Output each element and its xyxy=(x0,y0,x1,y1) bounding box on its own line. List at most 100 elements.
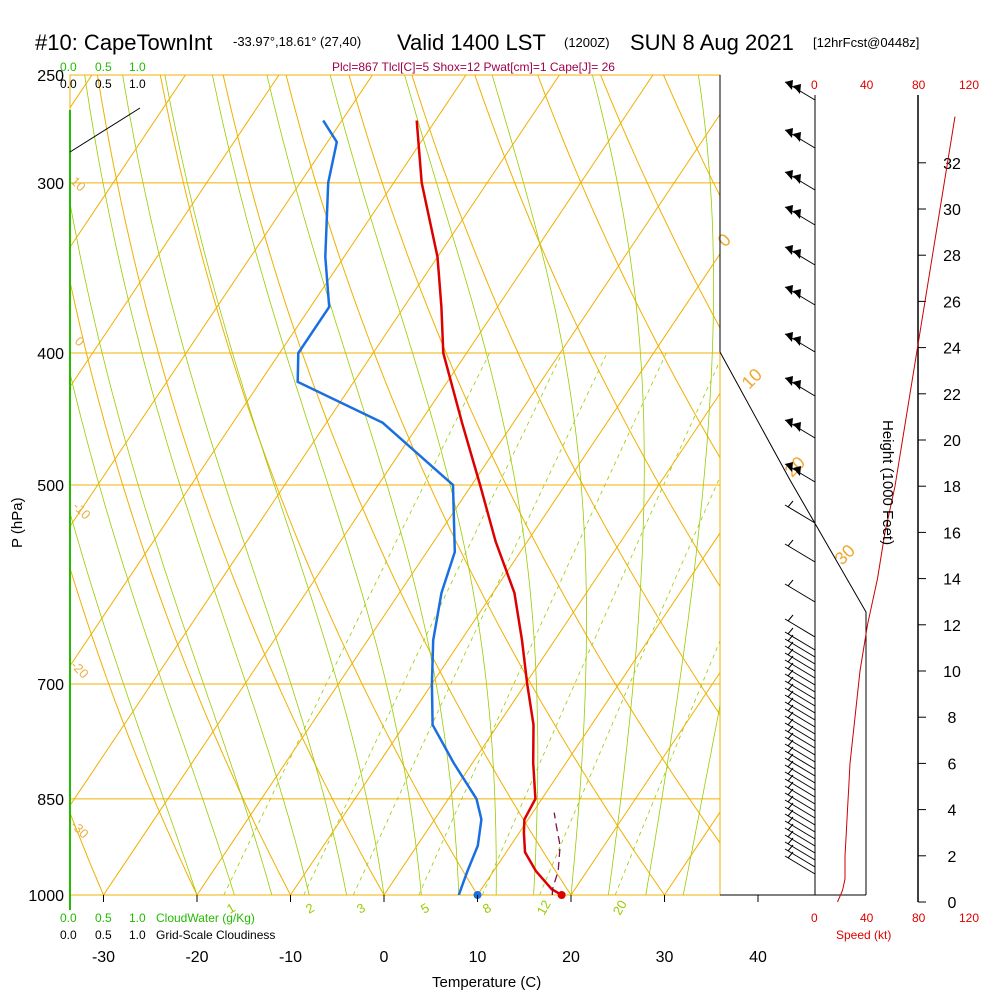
mixing-ratio-line xyxy=(614,639,720,895)
height-tick-label: 10 xyxy=(943,664,961,681)
cloudwater-label: CloudWater (g/Kg) xyxy=(156,911,255,925)
height-tick-label: 22 xyxy=(943,387,961,404)
mix-label-8: 8 xyxy=(480,900,494,917)
dry-adiabat-line xyxy=(70,811,105,895)
wind-barb-flag xyxy=(793,466,801,476)
wind-barb-staff xyxy=(784,701,816,721)
wind-barb-staff xyxy=(784,813,816,833)
zulu-time: (1200Z) xyxy=(564,35,610,50)
wind-barb-flag xyxy=(785,170,793,180)
temperature-tick-label: 20 xyxy=(562,949,580,966)
wind-barb-flag xyxy=(785,80,793,90)
isotherm-label-30: 30 xyxy=(831,541,859,569)
cloudwater-tick-top-0: 0.0 xyxy=(60,60,77,74)
wind-barb-staff xyxy=(784,708,816,728)
isotherms xyxy=(70,0,1000,924)
temperature-tick-label: -30 xyxy=(92,949,115,966)
height-tick-label: 28 xyxy=(943,248,961,265)
wind-barb-flag xyxy=(793,422,801,432)
wind-barb-staff xyxy=(784,778,816,798)
mix-label-3: 3 xyxy=(354,900,368,917)
height-tick-label: 8 xyxy=(948,710,957,727)
speed-axis-label: Speed (kt) xyxy=(836,928,891,942)
height-tick-label: 12 xyxy=(943,618,961,635)
isotherm-line xyxy=(70,75,561,807)
cloudwater-tick-bottom-0: 0.0 xyxy=(60,911,77,925)
speed-tick-top-0: 0 xyxy=(811,78,818,92)
speed-tick-top-80: 80 xyxy=(912,78,926,92)
isotherm-line xyxy=(739,0,1000,924)
valid-time: Valid 1400 LST xyxy=(397,30,546,55)
speed-tick-bottom-80: 80 xyxy=(912,911,926,925)
isotherm-line xyxy=(70,75,467,667)
y-axis-label: P (hPa) xyxy=(9,497,26,548)
mixing-ratio-line xyxy=(303,352,563,895)
height-tick-label: 18 xyxy=(943,479,961,496)
dry-label-10: 10 xyxy=(68,174,89,195)
wind-barb-staff xyxy=(784,855,816,875)
moist-adiabat-line xyxy=(404,75,539,895)
wind-barb-flag xyxy=(785,285,793,295)
dry-adiabat-line xyxy=(411,75,720,716)
wind-barb-staff xyxy=(784,729,816,749)
moist-adiabat-line xyxy=(122,75,347,895)
wind-barb-staff xyxy=(784,694,816,714)
dry-adiabat-line xyxy=(537,75,720,459)
isotherm-label-20: 20 xyxy=(781,453,809,481)
pressure-tick-label: 250 xyxy=(37,68,64,85)
wind-barb-flag xyxy=(785,245,793,255)
dry-adiabat-line xyxy=(96,75,385,895)
wind-barb-staff xyxy=(784,771,816,791)
dry-adiabats xyxy=(70,75,720,895)
moist-adiabat-line xyxy=(645,75,714,895)
wind-barb-staff xyxy=(784,680,816,700)
mixing-ratio-line xyxy=(418,352,667,895)
height-tick-label: 6 xyxy=(948,756,957,773)
dry-adiabat-line xyxy=(70,279,292,895)
pressure-tick-label: 500 xyxy=(37,478,64,495)
cloudwater-tick-top-2: 1.0 xyxy=(129,60,146,74)
isotherm-label-10: 10 xyxy=(738,365,766,393)
moist-adiabat-line xyxy=(70,511,198,895)
wind-barb-staff xyxy=(784,834,816,854)
wind-barb-flag xyxy=(785,205,793,215)
wind-barb-staff xyxy=(784,504,816,524)
station-coords: -33.97°,18.61° (27,40) xyxy=(233,34,361,49)
moist-adiabat-line xyxy=(70,371,235,895)
station-title: #10: CapeTownInt xyxy=(35,30,212,55)
forecast-info: [12hrFcst@0448z] xyxy=(813,35,919,50)
temperature-ticks: -30 -20 -10 0 10 20 30 40 xyxy=(92,895,767,966)
height-tick-label: 24 xyxy=(943,341,961,358)
speed-tick-bottom-40: 40 xyxy=(860,911,874,925)
wind-barb-staff xyxy=(784,827,816,847)
temperature-tick-label: 40 xyxy=(749,949,767,966)
isotherm-label-0: 0 xyxy=(714,230,735,251)
mix-label-2: 2 xyxy=(303,900,317,917)
mixing-ratio-line xyxy=(539,475,720,895)
isobars xyxy=(70,74,720,896)
wind-barb-staff xyxy=(784,687,816,707)
moist-adiabat-line xyxy=(721,75,883,895)
wind-barb-flag xyxy=(793,174,801,184)
mixing-ratio-line xyxy=(223,352,490,895)
wind-barb-flag xyxy=(793,209,801,219)
wind-barb-flag xyxy=(793,380,801,390)
cloudiness-tick-bottom-1: 0.5 xyxy=(95,928,112,942)
x-axis-label: Temperature (C) xyxy=(432,974,541,991)
height-tick-label: 30 xyxy=(943,202,961,219)
isotherm-line xyxy=(102,75,654,895)
cloudiness-line xyxy=(69,107,141,153)
moist-adiabat-line xyxy=(212,75,422,895)
wind-barb-flag xyxy=(793,336,801,346)
moist-adiabat-line xyxy=(70,201,273,895)
dry-adiabat-line xyxy=(222,75,572,895)
cloudiness-tick-top-1: 0.5 xyxy=(95,77,112,91)
mix-label-20: 20 xyxy=(610,897,630,917)
pressure-tick-label: 300 xyxy=(37,176,64,193)
isotherm-line xyxy=(70,75,280,388)
wind-barb-staff xyxy=(784,645,816,665)
pressure-tick-label: 850 xyxy=(37,792,64,809)
wind-barb-flag xyxy=(793,132,801,142)
dry-adiabat-line xyxy=(600,75,720,329)
